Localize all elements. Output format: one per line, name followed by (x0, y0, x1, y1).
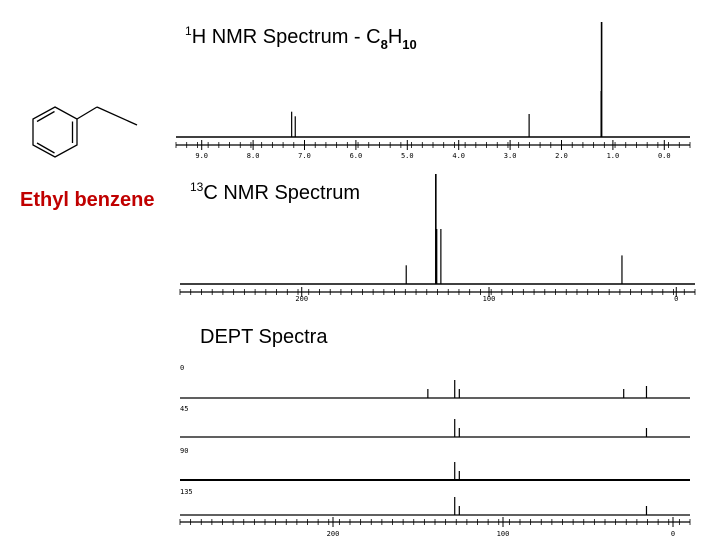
h1-title-sup: 1 (185, 24, 192, 38)
h1-title: 1H NMR Spectrum - C8H10 (185, 24, 417, 52)
dept-tick-label: 100 (497, 530, 510, 538)
c13-tick-label: 200 (295, 295, 308, 303)
ethyl-bond-1 (76, 106, 98, 120)
h1-title-sub2: 10 (402, 37, 417, 52)
c13-title-sup: 13 (190, 180, 204, 194)
dept-series-label: 90 (180, 447, 188, 455)
h1-tick-label: 3.0 (504, 152, 517, 160)
h1-tick-label: 5.0 (401, 152, 414, 160)
ethylbenzene-structure (32, 106, 138, 158)
h1-tick-label: 4.0 (452, 152, 465, 160)
h1-title-sub1: 8 (380, 37, 388, 52)
h1-tick-label: 7.0 (298, 152, 311, 160)
h1-tick-label: 0.0 (658, 152, 671, 160)
h1-title-main: H NMR Spectrum - C (191, 26, 381, 48)
compound-name: Ethyl benzene (20, 189, 155, 211)
dept-series-label: 0 (180, 364, 184, 372)
dept-tick-label: 0 (671, 530, 675, 538)
c13-tick-label: 100 (483, 295, 496, 303)
ethyl-bond-2 (96, 106, 138, 126)
h1-tick-label: 2.0 (555, 152, 568, 160)
h1-tick-label: 6.0 (350, 152, 363, 160)
dept-series-label: 135 (180, 488, 193, 496)
c13-title: 13C NMR Spectrum (190, 180, 361, 205)
dept-title: DEPT Spectra (200, 326, 328, 348)
h1-title-mid: H (387, 26, 403, 48)
h1-tick-label: 1.0 (607, 152, 620, 160)
dept-series-label: 45 (180, 405, 188, 413)
h1-tick-label: 9.0 (195, 152, 208, 160)
dept-tick-label: 200 (327, 530, 340, 538)
h1-tick-label: 8.0 (247, 152, 260, 160)
c13-title-main: C NMR Spectrum (203, 182, 361, 204)
c13-tick-label: 0 (674, 295, 678, 303)
